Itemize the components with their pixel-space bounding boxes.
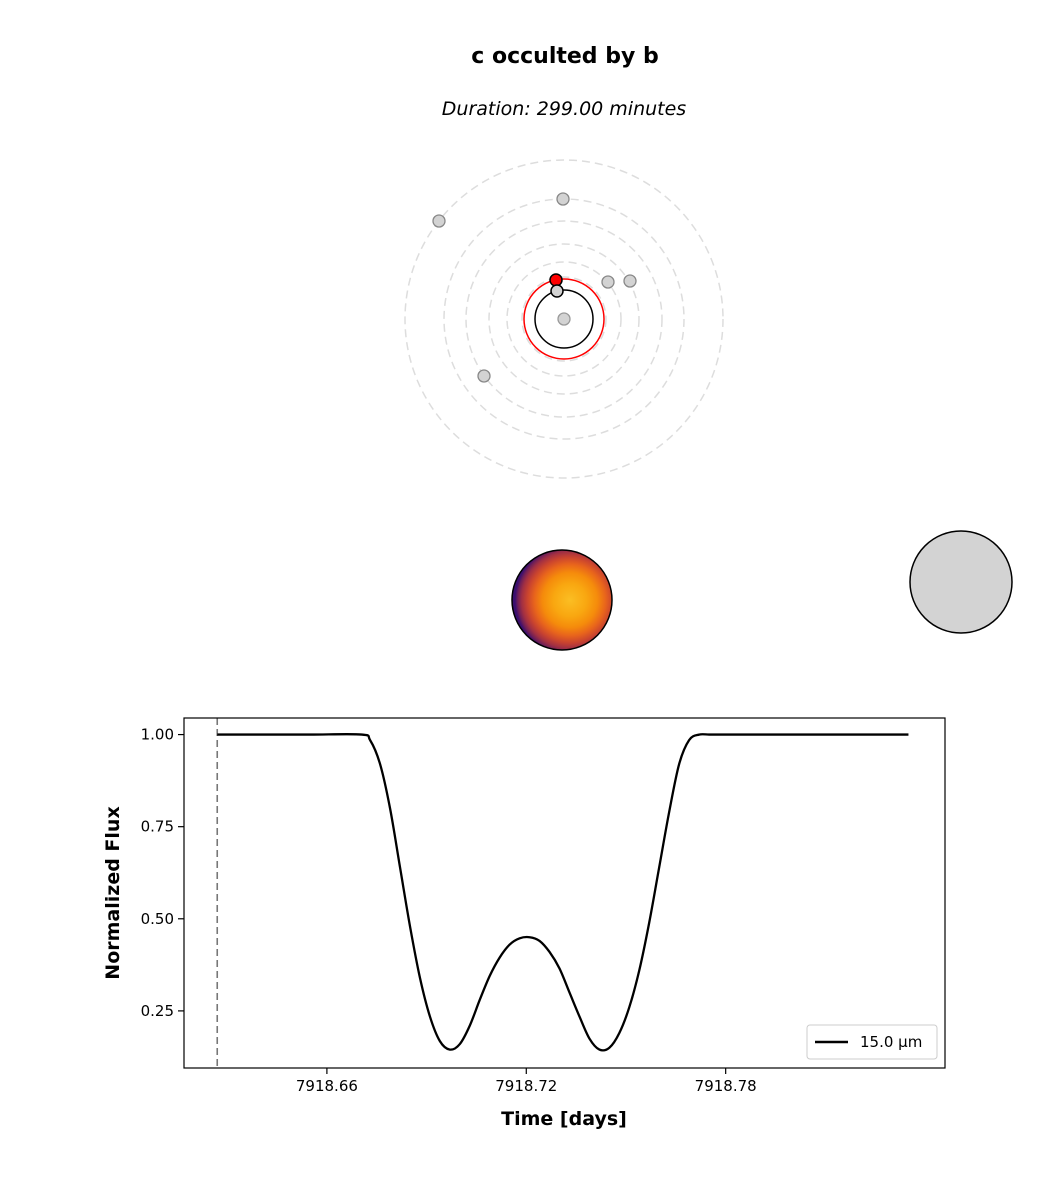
orbit-ring-3 xyxy=(488,243,640,395)
orbit-c-highlight xyxy=(523,278,605,360)
y-tick-label: 0.50 xyxy=(141,910,174,928)
planet-marker xyxy=(556,192,570,206)
planet-marker xyxy=(477,369,491,383)
orbit-b-highlight xyxy=(534,289,594,349)
orbit-ring-4 xyxy=(465,220,663,418)
series-line-0 xyxy=(217,733,909,1052)
occulted-planet-disk xyxy=(511,549,613,651)
x-tick-label: 7918.72 xyxy=(495,1077,557,1095)
y-tick-label: 0.25 xyxy=(141,1002,174,1020)
legend-box xyxy=(806,1024,938,1060)
planet-b-marker xyxy=(550,284,564,298)
y-ticks: 0.25 0.50 0.75 1.00 xyxy=(141,726,184,1020)
y-tick-label: 1.00 xyxy=(141,726,174,744)
chart-title: c occulted by b xyxy=(471,44,658,69)
occultor-planet-disk xyxy=(909,530,1013,634)
orbit-ring-6 xyxy=(404,159,724,479)
orbit-ring-2 xyxy=(506,261,622,377)
light-curve-plot: 7918.66 7918.72 7918.78 0.25 0.50 0.75 1.00 T… xyxy=(102,717,946,1130)
x-ticks: 7918.66 7918.72 7918.78 xyxy=(296,1068,757,1095)
y-tick-label: 0.75 xyxy=(141,818,174,836)
plot-frame xyxy=(183,717,946,1069)
x-tick-label: 7918.66 xyxy=(296,1077,358,1095)
planet-marker xyxy=(432,214,446,228)
x-tick-label: 7918.78 xyxy=(695,1077,757,1095)
planet-c-marker xyxy=(549,273,563,287)
y-axis-label: Normalized Flux xyxy=(102,806,124,979)
x-axis-label: Time [days] xyxy=(501,1108,627,1130)
legend-entry-label: 15.0 μm xyxy=(860,1033,922,1051)
plot-content xyxy=(216,718,909,1068)
planet-marker xyxy=(623,274,637,288)
legend: 15.0 μm xyxy=(806,1024,938,1060)
orbit-view xyxy=(404,159,724,479)
orbit-ring-1 xyxy=(521,276,607,362)
planet-marker xyxy=(601,275,615,289)
star-marker xyxy=(557,312,571,326)
chart-subtitle: Duration: 299.00 minutes xyxy=(442,98,686,120)
